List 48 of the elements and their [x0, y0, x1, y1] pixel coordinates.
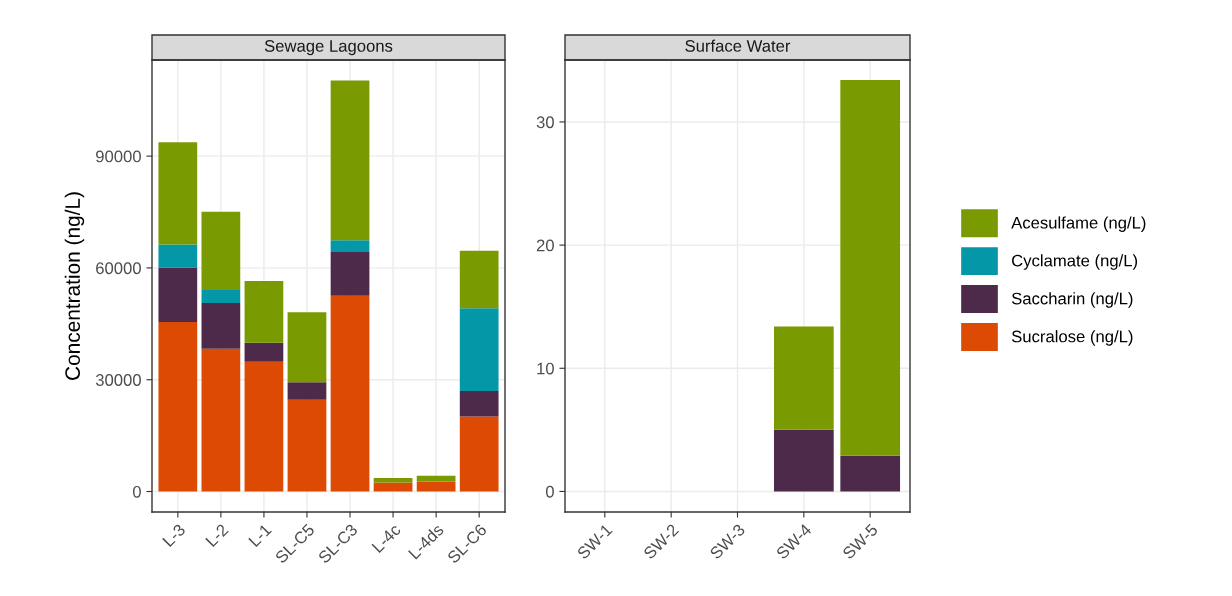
- y-tick-label: 20: [536, 239, 554, 252]
- bar: [244, 361, 284, 492]
- bar: [287, 382, 327, 400]
- bar: [330, 251, 370, 296]
- bar: [416, 481, 456, 492]
- bar: [158, 267, 198, 322]
- bar: [459, 250, 499, 309]
- bar: [201, 302, 241, 349]
- bar: [201, 289, 241, 303]
- bar: [459, 416, 499, 492]
- bar: [287, 399, 327, 492]
- bar: [244, 280, 284, 343]
- legend-label: Acesulfame (ng/L): [1011, 216, 1146, 232]
- bar: [459, 308, 499, 391]
- x-tick-label: L-3: [162, 523, 186, 548]
- bar: [373, 478, 413, 483]
- bar: [158, 142, 198, 245]
- y-tick-label: 30000: [95, 374, 141, 386]
- chart-title: Sewage Lagoons: [264, 40, 393, 56]
- x-tick-label: L-1: [248, 523, 272, 548]
- y-tick-label: 0: [545, 485, 554, 498]
- y-tick-label: 30: [536, 116, 554, 129]
- bar: [201, 211, 241, 290]
- y-tick-label: 0: [132, 485, 141, 498]
- bar: [773, 429, 834, 492]
- bar: [459, 390, 499, 417]
- bar: [840, 455, 901, 492]
- bar: [773, 326, 834, 430]
- bar: [373, 482, 413, 492]
- x-tick-label: L-4c: [371, 523, 402, 554]
- x-tick-label: L-2: [205, 523, 229, 548]
- chart-title: Surface Water: [685, 39, 791, 52]
- legend-label: Sucralose (ng/L): [1011, 330, 1133, 346]
- legend-label: Saccharin (ng/L): [1011, 292, 1133, 308]
- bar: [330, 240, 370, 252]
- bar: [287, 312, 327, 383]
- y-axis-title: Concentration (ng/L): [64, 192, 85, 380]
- bar: [158, 321, 198, 492]
- y-tick-label: 60000: [96, 262, 141, 275]
- bar: [840, 80, 901, 456]
- bar: [244, 342, 284, 362]
- y-tick-label: 10: [537, 362, 554, 375]
- bar: [330, 80, 370, 241]
- bar: [330, 295, 370, 492]
- y-tick-label: 90000: [96, 150, 141, 163]
- legend-label: Cyclamate (ng/L): [1012, 254, 1138, 270]
- bar: [158, 244, 198, 268]
- bar: [201, 348, 241, 492]
